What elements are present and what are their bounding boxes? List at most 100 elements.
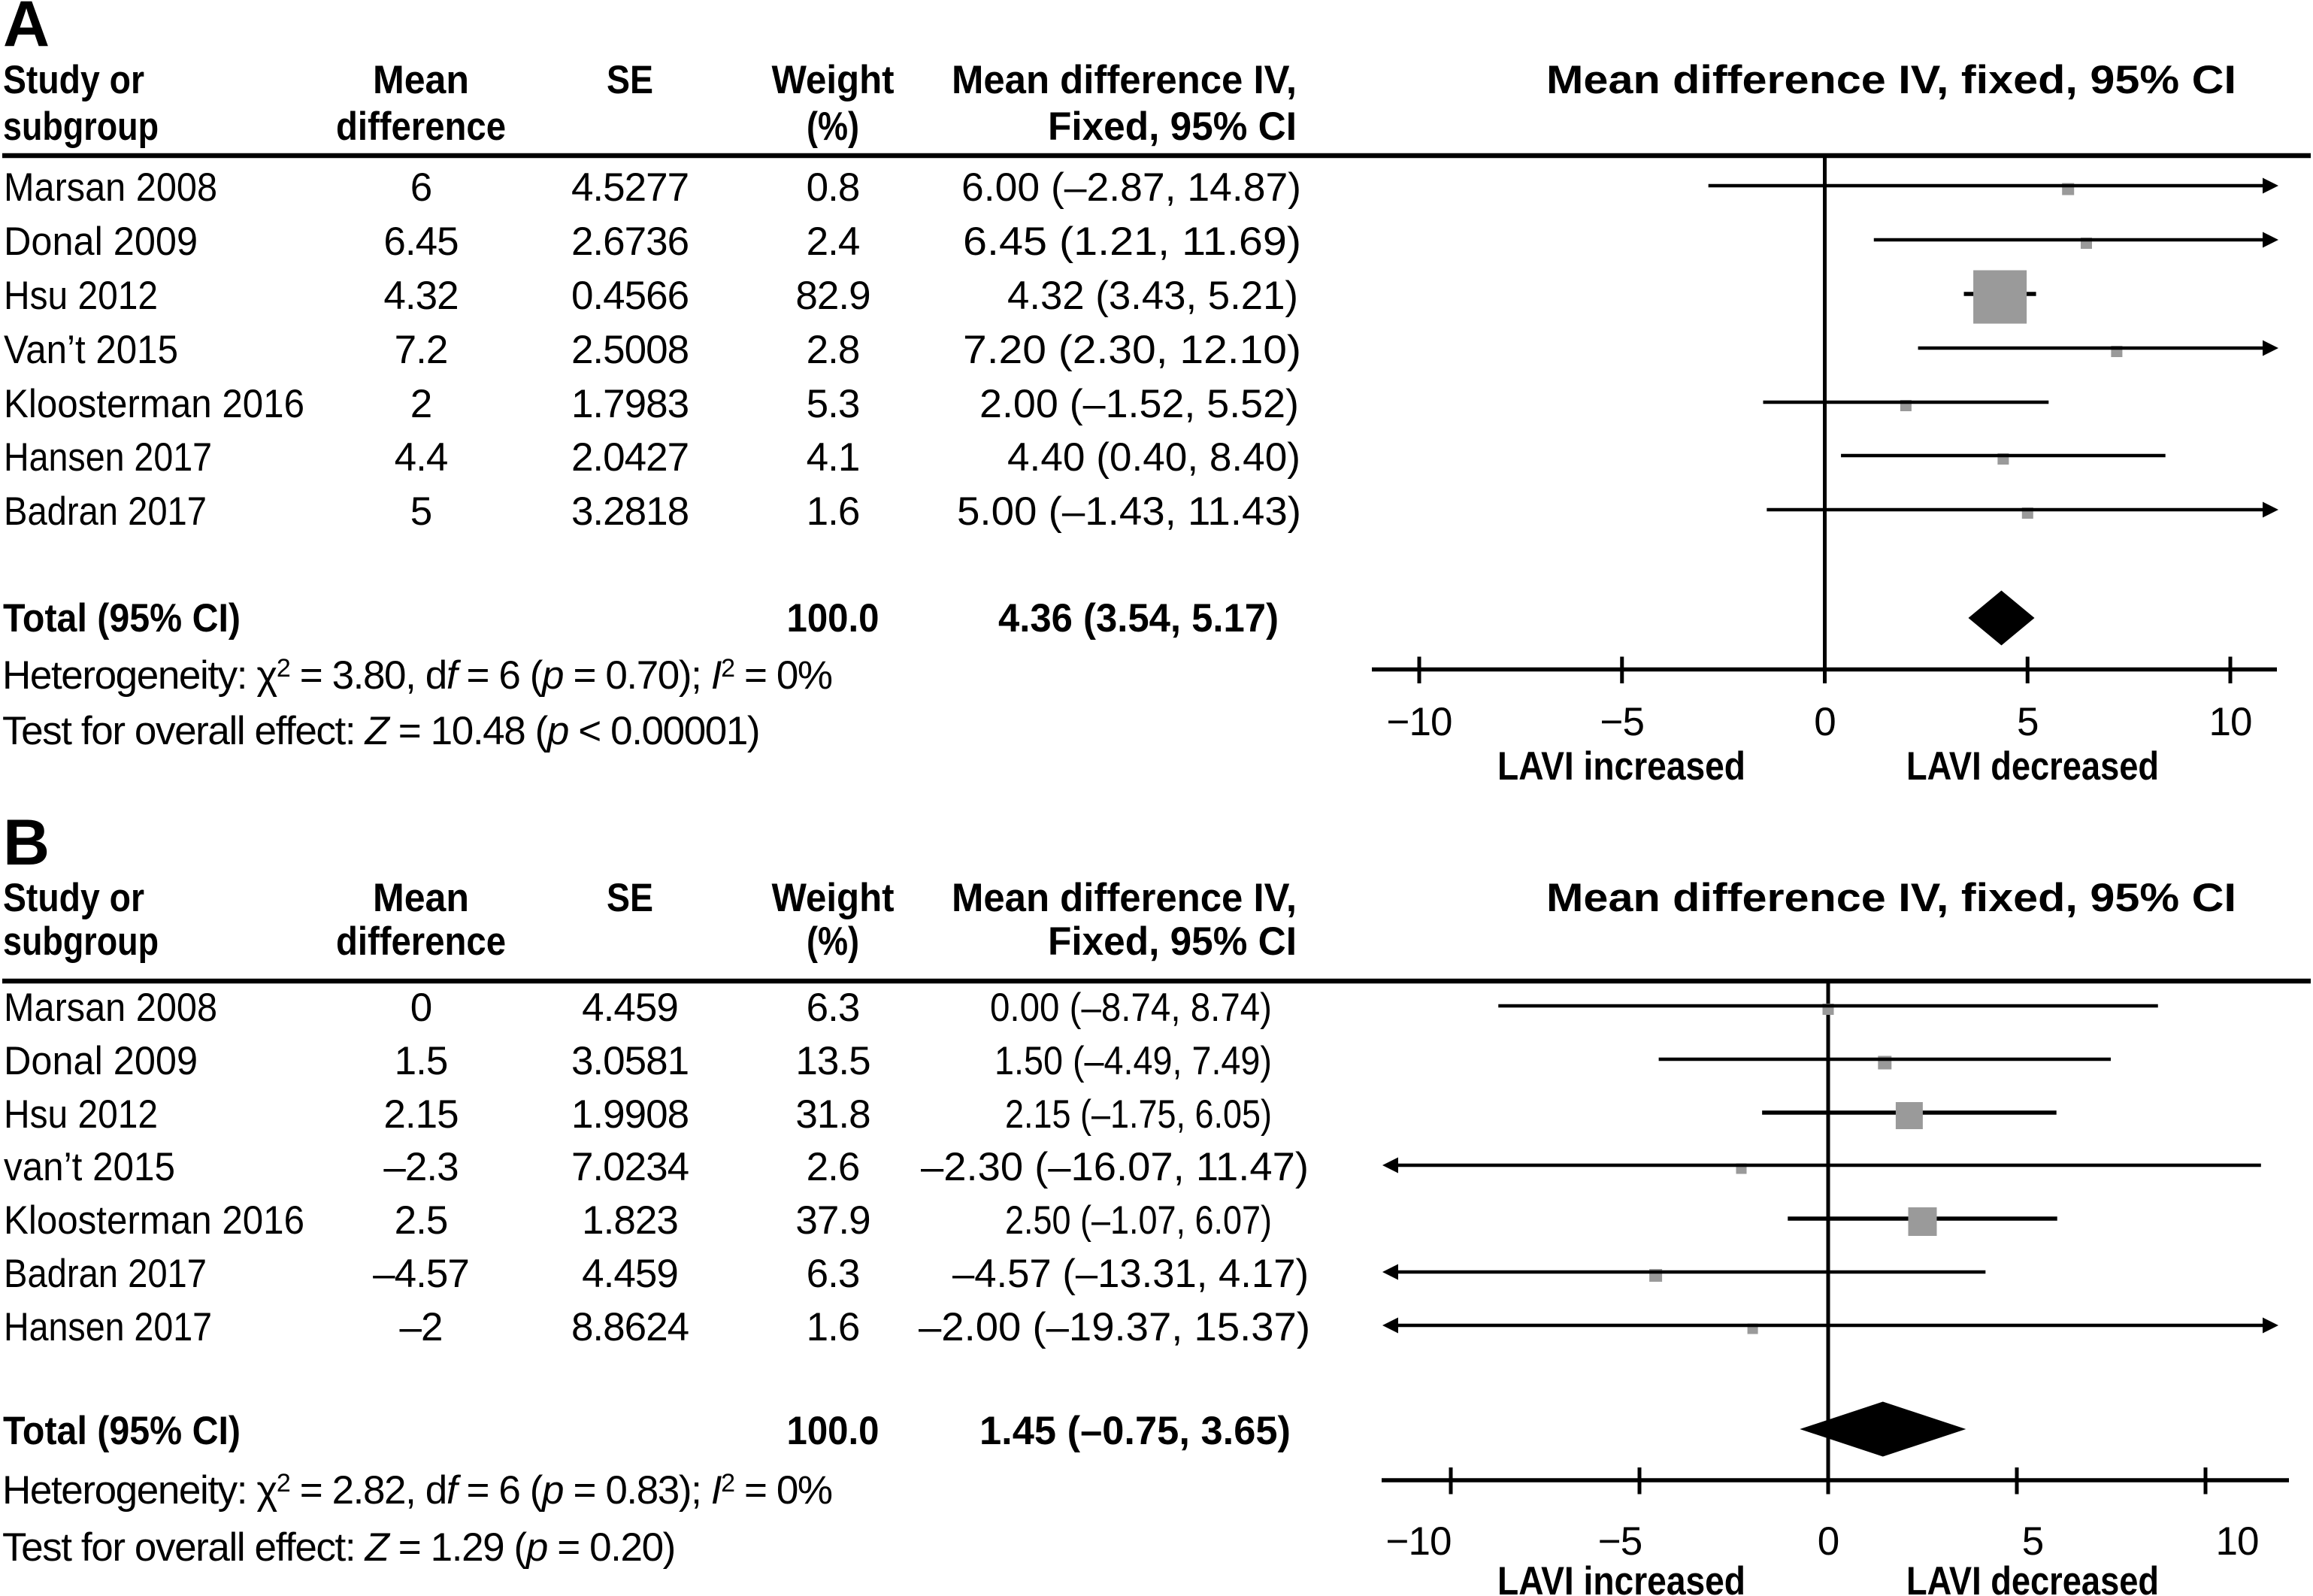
svg-text:4.36 (3.54, 5.17): 4.36 (3.54, 5.17) [998,596,1279,641]
svg-text:LAVI decreased: LAVI decreased [1906,744,2159,789]
svg-text:Test for overall effect: Z = 1: Test for overall effect: Z = 10.48 (p < … [2,709,759,753]
svg-text:1.45 (–0.75, 3.65): 1.45 (–0.75, 3.65) [979,1409,1291,1453]
svg-text:4.459: 4.459 [582,986,678,1030]
svg-text:2.6: 2.6 [807,1145,860,1189]
svg-text:difference: difference [336,104,506,149]
svg-text:4.1: 4.1 [807,435,860,480]
svg-text:SE: SE [607,876,653,920]
svg-text:Heterogeneity: χ2​ = 2.82, df: Heterogeneity: χ2​ = 2.82, df = 6 (p = 0… [2,1468,832,1513]
svg-text:–4.57: –4.57 [373,1252,469,1296]
svg-text:6.45: 6.45 [383,220,458,264]
svg-text:Kloosterman 2016: Kloosterman 2016 [4,1198,304,1243]
svg-text:10: 10 [2216,1519,2259,1564]
svg-text:Kloosterman 2016: Kloosterman 2016 [4,382,304,426]
svg-text:2.6736: 2.6736 [571,220,689,264]
svg-text:2.4: 2.4 [807,220,860,264]
svg-text:(%): (%) [807,104,859,149]
svg-text:Badran 2017: Badran 2017 [4,1252,207,1296]
svg-text:2.5008: 2.5008 [571,328,689,372]
svg-text:100.0: 100.0 [787,1409,879,1453]
svg-text:0: 0 [1818,1519,1839,1564]
svg-text:B: B [3,807,50,879]
svg-text:−5: −5 [1598,1519,1642,1564]
svg-text:5: 5 [2022,1519,2043,1564]
svg-text:difference: difference [336,919,506,964]
svg-text:1.6: 1.6 [807,1305,860,1349]
svg-text:7.20 (2.30, 12.10): 7.20 (2.30, 12.10) [963,328,1301,372]
svg-text:4.4: 4.4 [395,435,448,480]
svg-text:LAVI increased: LAVI increased [1497,744,1745,789]
svg-text:6.00 (–2.87, 14.87): 6.00 (–2.87, 14.87) [961,165,1301,210]
svg-text:3.0581: 3.0581 [571,1039,689,1083]
svg-text:subgroup: subgroup [3,919,159,964]
svg-text:4.5277: 4.5277 [571,165,689,210]
svg-text:5.00 (–1.43, 11.43): 5.00 (–1.43, 11.43) [957,489,1301,534]
svg-text:2.8: 2.8 [807,328,860,372]
svg-text:1.6: 1.6 [807,489,860,534]
svg-text:Hansen 2017: Hansen 2017 [4,1305,212,1349]
svg-text:Marsan 2008: Marsan 2008 [4,165,217,210]
svg-text:82.9: 82.9 [795,274,870,318]
svg-text:2.15: 2.15 [383,1092,458,1137]
svg-text:2: 2 [410,382,431,426]
svg-text:4.459: 4.459 [582,1252,678,1296]
svg-text:Hsu 2012: Hsu 2012 [4,274,158,318]
svg-text:1.7983: 1.7983 [571,382,689,426]
svg-text:Hansen 2017: Hansen 2017 [4,435,212,480]
svg-text:4.40 (0.40, 8.40): 4.40 (0.40, 8.40) [1007,435,1300,480]
svg-text:Total (95% CI): Total (95% CI) [3,596,241,641]
svg-text:−10: −10 [1387,700,1452,744]
svg-text:Mean difference IV, fixed, 95%: Mean difference IV, fixed, 95% CI [1546,58,2236,102]
svg-text:−5: −5 [1600,700,1644,744]
svg-text:Study or: Study or [3,58,144,102]
svg-text:6: 6 [410,165,431,210]
svg-text:Mean difference IV, fixed, 95%: Mean difference IV, fixed, 95% CI [1546,876,2236,920]
svg-text:4.32: 4.32 [383,274,458,318]
svg-text:2.0427: 2.0427 [571,435,689,480]
svg-text:2.50 (–1.07, 6.07): 2.50 (–1.07, 6.07) [1005,1198,1272,1243]
svg-text:A: A [3,0,50,60]
svg-text:Mean difference IV,: Mean difference IV, [952,876,1297,920]
svg-text:−10: −10 [1386,1519,1452,1564]
svg-text:LAVI increased: LAVI increased [1497,1559,1745,1596]
svg-text:0: 0 [410,986,431,1030]
svg-text:1.9908: 1.9908 [571,1092,689,1137]
svg-text:1.5: 1.5 [395,1039,448,1083]
svg-text:Weight: Weight [772,58,895,102]
svg-text:Fixed, 95% CI: Fixed, 95% CI [1048,104,1297,149]
svg-text:Study or: Study or [3,876,144,920]
svg-text:7.0234: 7.0234 [571,1145,689,1189]
svg-text:LAVI decreased: LAVI decreased [1906,1559,2159,1596]
svg-text:0.00 (–8.74, 8.74): 0.00 (–8.74, 8.74) [990,986,1272,1030]
svg-text:4.32 (3.43, 5.21): 4.32 (3.43, 5.21) [1007,274,1298,318]
svg-text:(%): (%) [807,919,859,964]
svg-text:Fixed, 95% CI: Fixed, 95% CI [1048,919,1297,964]
svg-text:5: 5 [410,489,431,534]
svg-text:–2.3: –2.3 [383,1145,458,1189]
svg-text:6.3: 6.3 [807,1252,860,1296]
svg-text:3.2818: 3.2818 [571,489,689,534]
svg-text:0.4566: 0.4566 [571,274,689,318]
svg-text:7.2: 7.2 [395,328,448,372]
svg-text:5.3: 5.3 [807,382,860,426]
svg-text:Mean: Mean [373,876,469,920]
svg-text:Test for overall effect: Z = 1: Test for overall effect: Z = 1.29 (p = 0… [2,1525,675,1570]
svg-text:37.9: 37.9 [795,1198,870,1243]
svg-text:2.00 (–1.52, 5.52): 2.00 (–1.52, 5.52) [979,382,1299,426]
svg-text:–4.57 (–13.31, 4.17): –4.57 (–13.31, 4.17) [952,1252,1309,1296]
svg-text:Total (95% CI): Total (95% CI) [3,1409,241,1453]
svg-text:Donal 2009: Donal 2009 [4,1039,198,1083]
svg-text:31.8: 31.8 [795,1092,870,1137]
svg-text:8.8624: 8.8624 [571,1305,689,1349]
svg-text:Badran 2017: Badran 2017 [4,489,207,534]
svg-text:–2: –2 [400,1305,443,1349]
svg-text:Mean difference IV,: Mean difference IV, [952,58,1297,102]
svg-text:2.15 (–1.75, 6.05): 2.15 (–1.75, 6.05) [1005,1092,1272,1137]
svg-text:Van’t 2015: Van’t 2015 [4,328,178,372]
svg-text:2.5: 2.5 [395,1198,448,1243]
svg-text:0.8: 0.8 [807,165,860,210]
svg-text:Donal 2009: Donal 2009 [4,220,198,264]
svg-text:subgroup: subgroup [3,104,159,149]
svg-text:6.45 (1.21, 11.69): 6.45 (1.21, 11.69) [963,220,1301,264]
svg-text:1.50 (–4.49, 7.49): 1.50 (–4.49, 7.49) [995,1039,1272,1083]
